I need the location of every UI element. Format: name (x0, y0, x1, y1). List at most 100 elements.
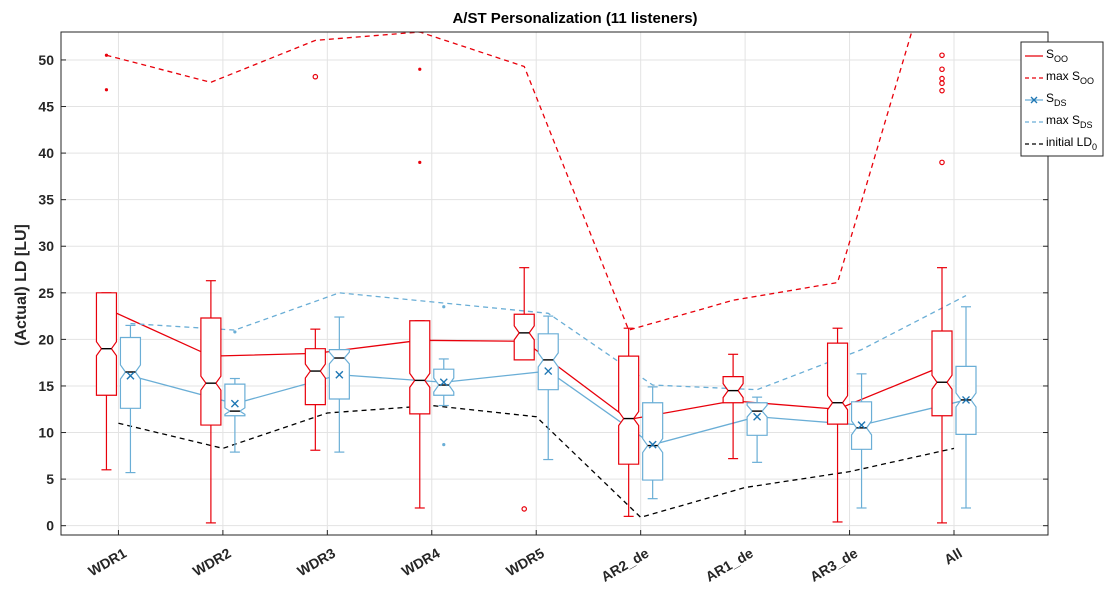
legend-marker (1030, 96, 1038, 104)
box-oo-All (931, 52, 953, 524)
box-ds-WDR2 (224, 330, 246, 453)
marker-stroke (126, 371, 135, 380)
outlier-point (442, 443, 446, 447)
marker-stroke (648, 440, 657, 449)
marker-stroke (439, 378, 448, 387)
y-tick-label: 35 (38, 192, 54, 208)
ds-mean-marker (335, 370, 344, 379)
outlier-point (418, 160, 422, 165)
series-line-init (118, 404, 955, 519)
outlier-point (442, 305, 446, 309)
ds-mean-marker (962, 395, 970, 404)
outlier-point (939, 87, 945, 94)
marker-stroke (335, 370, 344, 379)
box-oo-WDR4 (409, 67, 431, 509)
x-tick-label: WDR3 (294, 545, 338, 580)
ds-mean-marker (857, 421, 866, 430)
ds-mean-marker (230, 399, 239, 408)
marker-stroke (230, 399, 239, 408)
y-tick-label: 5 (46, 471, 54, 487)
box-body (304, 348, 326, 406)
outlier-point (939, 66, 945, 73)
legend-item-oo: SOO (1025, 47, 1068, 64)
plot-area (61, 32, 1048, 535)
box-ds-AR2_de (642, 386, 664, 500)
box-ds-WDR1 (119, 324, 142, 474)
box-oo-WDR3 (304, 73, 326, 451)
box-oo-AR3_de (826, 327, 849, 523)
box-body (224, 383, 246, 417)
grid (61, 32, 1048, 535)
ds-mean-marker (753, 412, 762, 421)
outlier-point (418, 67, 422, 71)
outlier-point (312, 73, 319, 80)
box-body (537, 333, 559, 391)
ds-mean-marker (126, 371, 135, 380)
box-body (200, 317, 222, 426)
legend-label: initial LD0 (1046, 135, 1097, 152)
box-body (513, 313, 535, 361)
series-line-max_oo (106, 32, 913, 331)
ds-mean-marker (544, 367, 553, 376)
chart-title: A/ST Personalization (11 listeners) (452, 10, 697, 27)
legend-label: max SOO (1046, 69, 1094, 86)
legend-item-max_oo: max SOO (1025, 69, 1094, 86)
ds-mean-marker (439, 378, 448, 387)
y-tick-label: 15 (38, 378, 54, 394)
box-oo-AR1_de (722, 353, 744, 460)
legend-item-ds: SDS (1025, 91, 1067, 108)
axes-frame (60, 31, 1049, 536)
outlier-point (939, 52, 945, 59)
outlier-point (521, 506, 528, 512)
box-body (618, 355, 640, 465)
x-tick-label: WDR5 (503, 545, 547, 580)
outlier-point (233, 330, 237, 334)
box-body (95, 292, 118, 396)
marker-stroke (857, 421, 866, 430)
ds-mean-marker (648, 440, 657, 449)
box-oo-AR2_de (618, 327, 640, 517)
box-oo-WDR5 (513, 267, 535, 512)
x-tick-label: AR2_de (598, 545, 651, 585)
box-body (931, 330, 953, 417)
box-plots (95, 52, 977, 524)
box-oo-WDR1 (95, 53, 118, 471)
y-tick-label: 10 (38, 425, 54, 441)
x-tick-label: AR1_de (703, 545, 756, 585)
marker-stroke (753, 412, 762, 421)
box-oo-WDR2 (200, 280, 222, 524)
x-tick-label: WDR1 (85, 545, 129, 580)
box-body (642, 402, 664, 481)
box-body (119, 336, 142, 409)
outlier-point (939, 75, 945, 82)
y-tick-label: 20 (38, 331, 54, 347)
y-tick-label: 45 (38, 99, 54, 115)
y-tick-label: 30 (38, 238, 54, 254)
box-body (409, 320, 431, 415)
legend-label: SDS (1046, 91, 1067, 108)
marker-stroke (962, 395, 970, 404)
legend-item-max_ds: max SDS (1025, 113, 1093, 130)
legend-item-init: initial LD0 (1025, 135, 1097, 152)
x-tick-label: WDR2 (190, 545, 234, 580)
outlier-point (939, 159, 945, 166)
box-body (746, 402, 768, 436)
x-tick-label: WDR4 (399, 545, 443, 580)
y-axis-label: (Actual) LD [LU] (13, 224, 30, 346)
box-body (826, 342, 849, 425)
box-body (722, 376, 744, 404)
y-tick-label: 50 (38, 52, 54, 68)
marker-stroke (544, 367, 553, 376)
box-ds-AR1_de (746, 396, 768, 463)
y-tick-label: 0 (46, 518, 54, 534)
y-tick-label: 40 (38, 145, 54, 161)
x-tick-label: AR3_de (807, 545, 860, 585)
outlier-point (104, 88, 109, 92)
y-tick-label: 25 (38, 285, 54, 301)
series-line-max_ds (130, 292, 967, 391)
legend-label: max SDS (1046, 113, 1093, 130)
x-tick-label: All (941, 545, 964, 568)
outlier-point (104, 53, 109, 57)
legend: SOO max SOO SDS max SDS initial LD0 (1020, 41, 1104, 157)
